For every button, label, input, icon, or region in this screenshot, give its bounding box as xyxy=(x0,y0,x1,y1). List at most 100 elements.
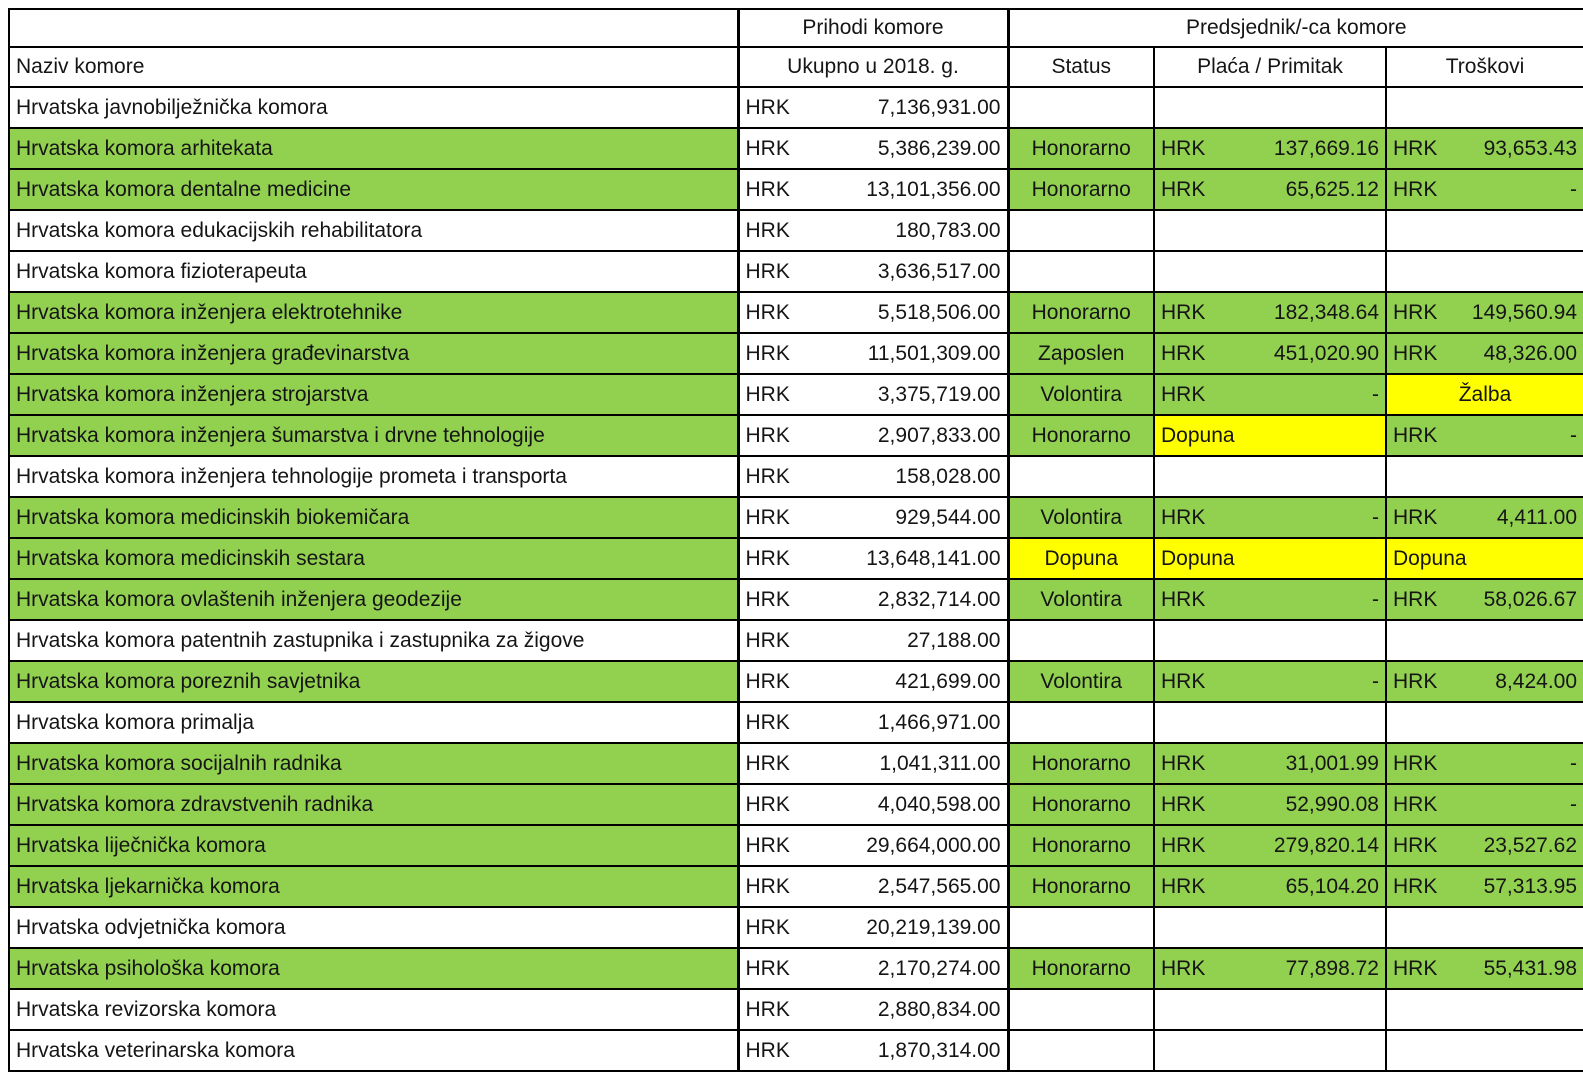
status-cell[interactable] xyxy=(1006,701,1155,744)
costs-cell[interactable]: HRK - xyxy=(1384,168,1583,211)
income-cell[interactable]: HRK 2,880,834.00 xyxy=(736,988,1009,1031)
status-cell[interactable] xyxy=(1006,209,1155,252)
status-cell[interactable]: Honorarno xyxy=(1006,168,1155,211)
costs-cell[interactable]: HRK - xyxy=(1384,783,1583,826)
income-cell[interactable]: HRK 3,636,517.00 xyxy=(736,250,1009,293)
status-cell[interactable]: Honorarno xyxy=(1006,742,1155,785)
salary-cell[interactable] xyxy=(1153,906,1387,949)
income-cell[interactable]: HRK 7,136,931.00 xyxy=(736,86,1009,129)
chamber-name-cell[interactable]: Hrvatska komora inženjera strojarstva xyxy=(8,373,739,416)
col-header-status[interactable]: Status xyxy=(1006,46,1155,88)
salary-cell[interactable] xyxy=(1153,455,1387,498)
status-cell[interactable]: Honorarno xyxy=(1006,865,1155,908)
costs-cell[interactable] xyxy=(1384,209,1583,252)
costs-cell[interactable]: HRK 8,424.00 xyxy=(1384,660,1583,703)
costs-cell[interactable]: HRK 23,527.62 xyxy=(1384,824,1583,867)
chamber-name-cell[interactable]: Hrvatska komora zdravstvenih radnika xyxy=(8,783,739,826)
chamber-name-cell[interactable]: Hrvatska komora inženjera elektrotehnike xyxy=(8,291,739,334)
col-header-salary[interactable]: Plaća / Primitak xyxy=(1153,46,1387,88)
status-cell[interactable] xyxy=(1006,906,1155,949)
chamber-name-cell[interactable]: Hrvatska komora inženjera šumarstva i dr… xyxy=(8,414,739,457)
col-header-income[interactable]: Ukupno u 2018. g. xyxy=(736,46,1009,88)
salary-cell[interactable]: HRK 137,669.16 xyxy=(1153,127,1387,170)
status-cell[interactable]: Honorarno xyxy=(1006,414,1155,457)
status-cell[interactable]: Honorarno xyxy=(1006,947,1155,990)
salary-cell[interactable]: HRK 52,990.08 xyxy=(1153,783,1387,826)
chamber-name-cell[interactable]: Hrvatska komora ovlaštenih inženjera geo… xyxy=(8,578,739,621)
salary-cell[interactable]: Dopuna xyxy=(1153,537,1387,580)
chamber-name-cell[interactable]: Hrvatska odvjetnička komora xyxy=(8,906,739,949)
costs-cell[interactable]: HRK 58,026.67 xyxy=(1384,578,1583,621)
income-cell[interactable]: HRK 180,783.00 xyxy=(736,209,1009,252)
costs-cell[interactable] xyxy=(1384,906,1583,949)
costs-cell[interactable] xyxy=(1384,1029,1583,1072)
chamber-name-cell[interactable]: Hrvatska komora patentnih zastupnika i z… xyxy=(8,619,739,662)
income-cell[interactable]: HRK 3,375,719.00 xyxy=(736,373,1009,416)
salary-cell[interactable]: Dopuna xyxy=(1153,414,1387,457)
income-cell[interactable]: HRK 29,664,000.00 xyxy=(736,824,1009,867)
chamber-name-cell[interactable]: Hrvatska komora inženjera tehnologije pr… xyxy=(8,455,739,498)
salary-cell[interactable]: HRK 65,625.12 xyxy=(1153,168,1387,211)
chamber-name-cell[interactable]: Hrvatska javnobilježnička komora xyxy=(8,86,739,129)
salary-cell[interactable] xyxy=(1153,86,1387,129)
costs-cell[interactable] xyxy=(1384,988,1583,1031)
status-cell[interactable]: Volontira xyxy=(1006,496,1155,539)
status-cell[interactable] xyxy=(1006,250,1155,293)
col-header-name[interactable]: Naziv komore xyxy=(8,46,739,88)
income-cell[interactable]: HRK 13,101,356.00 xyxy=(736,168,1009,211)
corner-cell[interactable] xyxy=(8,8,739,48)
costs-cell[interactable]: Dopuna xyxy=(1384,537,1583,580)
income-cell[interactable]: HRK 929,544.00 xyxy=(736,496,1009,539)
president-group-header[interactable]: Predsjednik/-ca komore xyxy=(1006,8,1583,48)
income-cell[interactable]: HRK 2,170,274.00 xyxy=(736,947,1009,990)
costs-cell[interactable] xyxy=(1384,619,1583,662)
income-cell[interactable]: HRK 20,219,139.00 xyxy=(736,906,1009,949)
chamber-name-cell[interactable]: Hrvatska komora medicinskih sestara xyxy=(8,537,739,580)
costs-cell[interactable]: HRK - xyxy=(1384,414,1583,457)
chamber-name-cell[interactable]: Hrvatska veterinarska komora xyxy=(8,1029,739,1072)
costs-cell[interactable]: HRK 55,431.98 xyxy=(1384,947,1583,990)
status-cell[interactable]: Honorarno xyxy=(1006,291,1155,334)
status-cell[interactable]: Honorarno xyxy=(1006,824,1155,867)
status-cell[interactable] xyxy=(1006,86,1155,129)
salary-cell[interactable]: HRK - xyxy=(1153,660,1387,703)
income-cell[interactable]: HRK 5,518,506.00 xyxy=(736,291,1009,334)
income-cell[interactable]: HRK 11,501,309.00 xyxy=(736,332,1009,375)
income-cell[interactable]: HRK 158,028.00 xyxy=(736,455,1009,498)
salary-cell[interactable] xyxy=(1153,209,1387,252)
income-cell[interactable]: HRK 5,386,239.00 xyxy=(736,127,1009,170)
income-group-header[interactable]: Prihodi komore xyxy=(736,8,1009,48)
status-cell[interactable]: Volontira xyxy=(1006,660,1155,703)
salary-cell[interactable] xyxy=(1153,988,1387,1031)
costs-cell[interactable]: Žalba xyxy=(1384,373,1583,416)
costs-cell[interactable] xyxy=(1384,86,1583,129)
costs-cell[interactable]: HRK 48,326.00 xyxy=(1384,332,1583,375)
chamber-name-cell[interactable]: Hrvatska komora socijalnih radnika xyxy=(8,742,739,785)
salary-cell[interactable]: HRK 182,348.64 xyxy=(1153,291,1387,334)
income-cell[interactable]: HRK 2,832,714.00 xyxy=(736,578,1009,621)
income-cell[interactable]: HRK 27,188.00 xyxy=(736,619,1009,662)
salary-cell[interactable]: HRK - xyxy=(1153,373,1387,416)
salary-cell[interactable]: HRK 77,898.72 xyxy=(1153,947,1387,990)
chamber-name-cell[interactable]: Hrvatska komora primalja xyxy=(8,701,739,744)
chamber-name-cell[interactable]: Hrvatska komora medicinskih biokemičara xyxy=(8,496,739,539)
status-cell[interactable]: Volontira xyxy=(1006,373,1155,416)
chamber-name-cell[interactable]: Hrvatska komora inženjera građevinarstva xyxy=(8,332,739,375)
salary-cell[interactable] xyxy=(1153,1029,1387,1072)
status-cell[interactable]: Honorarno xyxy=(1006,127,1155,170)
status-cell[interactable] xyxy=(1006,988,1155,1031)
status-cell[interactable] xyxy=(1006,455,1155,498)
status-cell[interactable]: Zaposlen xyxy=(1006,332,1155,375)
income-cell[interactable]: HRK 421,699.00 xyxy=(736,660,1009,703)
chamber-name-cell[interactable]: Hrvatska komora poreznih savjetnika xyxy=(8,660,739,703)
income-cell[interactable]: HRK 1,466,971.00 xyxy=(736,701,1009,744)
salary-cell[interactable]: HRK 279,820.14 xyxy=(1153,824,1387,867)
income-cell[interactable]: HRK 4,040,598.00 xyxy=(736,783,1009,826)
chamber-name-cell[interactable]: Hrvatska komora edukacijskih rehabilitat… xyxy=(8,209,739,252)
chamber-name-cell[interactable]: Hrvatska komora fizioterapeuta xyxy=(8,250,739,293)
chamber-name-cell[interactable]: Hrvatska revizorska komora xyxy=(8,988,739,1031)
income-cell[interactable]: HRK 13,648,141.00 xyxy=(736,537,1009,580)
chamber-name-cell[interactable]: Hrvatska liječnička komora xyxy=(8,824,739,867)
status-cell[interactable]: Honorarno xyxy=(1006,783,1155,826)
chamber-name-cell[interactable]: Hrvatska komora arhitekata xyxy=(8,127,739,170)
